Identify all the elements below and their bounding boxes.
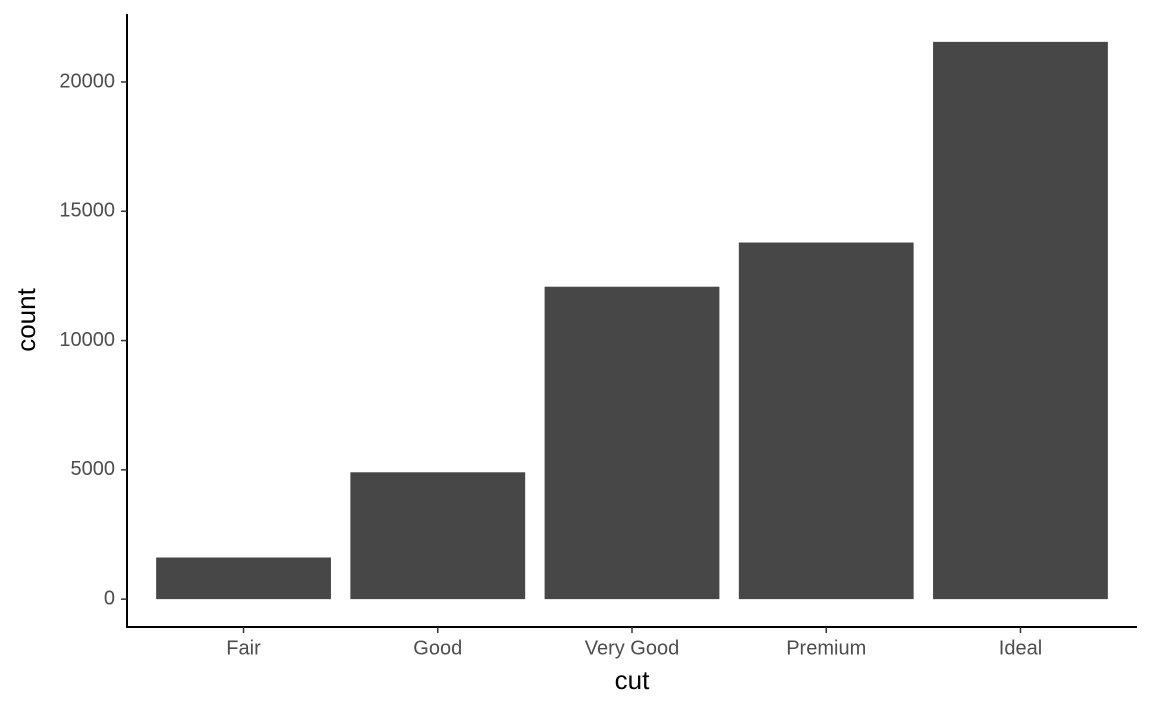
y-tick-label: 0 [104,587,115,609]
x-tick-label: Ideal [999,637,1042,659]
y-tick-label: 20000 [59,70,115,92]
y-tick-label: 10000 [59,329,115,351]
x-axis-title: cut [615,665,650,695]
bar [350,472,526,600]
bar [544,286,720,600]
y-tick-label: 15000 [59,200,115,222]
bar [156,557,331,600]
y-axis-title: count [11,287,41,351]
x-tick-label: Good [413,637,462,659]
bar [933,41,1108,600]
y-tick-label: 5000 [71,458,116,480]
bar [738,242,914,600]
x-tick-label: Premium [786,637,866,659]
x-tick-label: Fair [226,637,261,659]
x-tick-label: Very Good [585,637,680,659]
